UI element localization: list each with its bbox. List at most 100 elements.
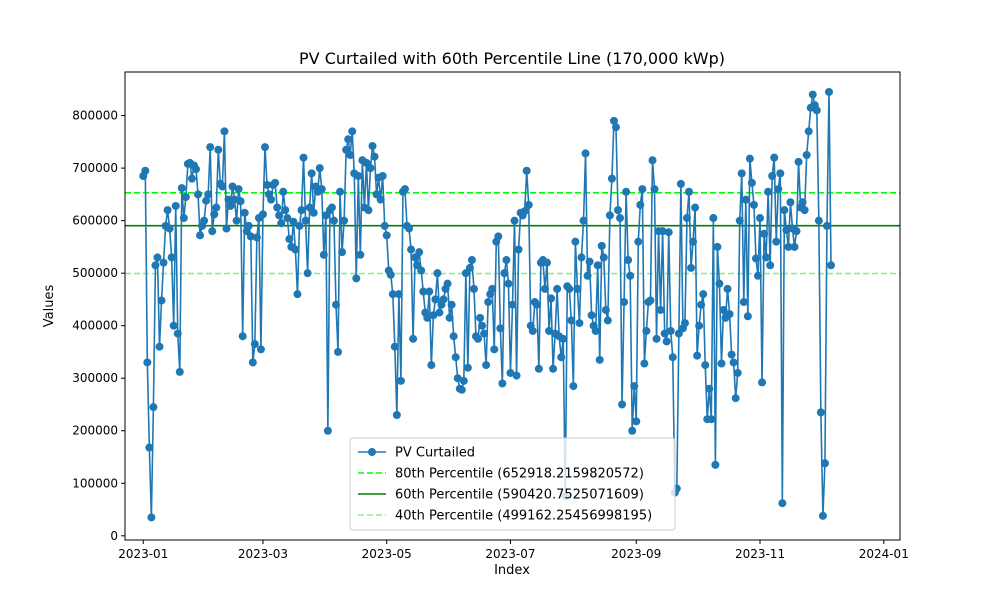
data-point [250,340,259,349]
data-point [317,185,326,194]
data-point [453,374,462,383]
data-point [687,263,696,272]
data-point [520,207,529,216]
data-point [281,206,290,215]
data-point [547,294,556,303]
data-point [354,172,363,180]
x-tick-label: 2023-01 [118,547,168,561]
data-point [222,224,231,233]
data-point [202,196,211,205]
data-point [439,295,448,304]
data-point [228,182,237,191]
data-point [356,250,365,259]
data-point [145,443,154,452]
data-point [776,169,785,178]
data-point [173,329,182,338]
data-point [583,271,592,280]
data-point [283,214,292,223]
data-point [226,201,235,210]
data-point [210,210,219,219]
data-point [175,367,184,376]
data-point [741,195,750,204]
data-point [435,308,444,317]
data-point [601,305,610,314]
data-point [652,334,661,343]
data-point [370,152,379,161]
data-point [676,179,685,188]
data-point [749,200,758,209]
data-point [214,145,223,154]
data-point [388,290,397,299]
data-point [301,216,310,225]
data-point [512,371,521,380]
data-point [204,190,213,199]
data-point [646,296,655,305]
data-point [689,237,698,246]
data-point [151,261,160,270]
data-point [622,187,631,196]
data-point [743,312,752,321]
data-point [605,211,614,220]
data-point [630,382,639,391]
data-point [417,266,426,275]
data-point [447,300,456,309]
data-point [451,353,460,362]
data-point [508,300,517,309]
x-tick-label: 2023-03 [238,547,288,561]
data-point [822,221,831,230]
data-point [824,87,833,96]
legend-entry-label: 40th Percentile (499162.25456998195) [395,509,652,524]
data-point [196,231,205,240]
data-point [248,358,257,367]
data-point [291,245,300,254]
data-point [504,279,513,288]
legend-entry-label: 80th Percentile (652918.2159820572) [395,467,644,482]
x-tick-label: 2024-01 [859,547,909,561]
data-point [593,261,602,270]
data-point [636,200,645,209]
data-point [427,361,436,370]
data-point [382,231,391,240]
data-point [609,116,618,125]
data-point [569,382,578,391]
data-point [758,378,767,387]
data-point [731,394,740,403]
data-point [153,253,162,262]
data-point [220,127,229,136]
data-point [693,351,702,360]
data-point [705,384,714,393]
data-point [405,224,414,233]
data-point [500,269,509,278]
x-tick-label: 2023-09 [611,547,661,561]
data-point [344,135,353,144]
data-point [532,300,541,309]
data-point [577,253,586,262]
data-point [542,258,551,267]
data-point [614,206,622,215]
legend-marker [368,448,376,456]
data-point [656,305,665,314]
data-point [770,153,779,162]
data-point [522,166,531,175]
data-point [457,385,466,394]
y-axis-label: Values [42,285,57,328]
data-point [163,206,172,215]
data-point [376,195,385,204]
data-point [348,127,357,136]
data-point [368,142,377,151]
chart-title: PV Curtailed with 60th Percentile Line (… [299,49,725,68]
data-point [772,237,781,246]
data-point [230,195,239,204]
data-point [735,216,744,225]
data-point [514,245,523,254]
data-point [540,284,549,293]
data-point [474,334,483,343]
data-point [685,187,694,196]
data-point [275,211,284,220]
data-point [147,513,156,522]
data-point [745,154,754,163]
data-point [309,208,318,217]
data-point [680,319,689,328]
data-point [279,187,288,196]
plot-area-frame [124,71,901,541]
